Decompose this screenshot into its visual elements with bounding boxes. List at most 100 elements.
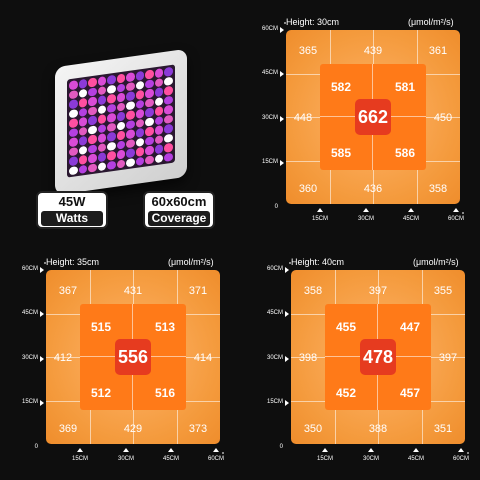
ppfd-value-inner: 586 bbox=[394, 146, 416, 160]
led-dot bbox=[154, 153, 164, 164]
led-dot bbox=[126, 91, 135, 101]
tick-marker bbox=[453, 208, 459, 212]
ppfd-value-inner: 585 bbox=[330, 146, 352, 160]
coverage-value: 60x60cm bbox=[151, 194, 207, 209]
ppfd-panel: Height: 30cm (μmol/m²/s) 60CM 45CM 30CM 15CM 0… bbox=[240, 0, 480, 240]
tick-marker bbox=[285, 311, 289, 317]
y-tick-label: 45CM bbox=[261, 70, 278, 76]
ppfd-value-outer: 431 bbox=[123, 285, 143, 297]
y-tick-label: 15CM bbox=[21, 399, 38, 405]
ppfd-value-outer: 412 bbox=[53, 352, 73, 364]
y-tick-label: 60CM bbox=[261, 26, 278, 32]
corner-dot bbox=[222, 452, 224, 454]
x-tick-label: 45CM bbox=[402, 216, 419, 222]
ppfd-value-outer: 358 bbox=[303, 285, 323, 297]
ppfd-value-outer: 414 bbox=[193, 352, 213, 364]
led-dot bbox=[88, 162, 97, 173]
led-dot bbox=[116, 73, 126, 84]
led-dot bbox=[154, 134, 164, 145]
ppfd-value-outer: 429 bbox=[123, 423, 143, 435]
led-dot bbox=[97, 95, 107, 105]
led-dot bbox=[69, 89, 78, 100]
ppfd-value-inner: 513 bbox=[154, 320, 176, 334]
led-dot bbox=[97, 142, 107, 153]
led-dot bbox=[116, 139, 126, 150]
ppfd-value-outer: 355 bbox=[433, 285, 453, 297]
ppfd-value-outer: 373 bbox=[188, 423, 208, 435]
led-dot bbox=[69, 99, 78, 109]
led-dot bbox=[164, 152, 173, 162]
unit-label: (μmol/m²/s) bbox=[408, 17, 454, 27]
ppfd-value-outer: 358 bbox=[428, 183, 448, 195]
led-dot bbox=[164, 66, 173, 77]
led-dot bbox=[126, 81, 135, 92]
led-dot bbox=[107, 93, 116, 104]
x-tick-label: 60CM bbox=[452, 456, 469, 462]
ppfd-value-outer: 365 bbox=[298, 45, 318, 57]
led-dot bbox=[154, 115, 164, 126]
x-tick-label: 45CM bbox=[162, 456, 179, 462]
corner-dot bbox=[284, 22, 286, 24]
led-dot bbox=[164, 133, 173, 143]
led-dot bbox=[145, 145, 154, 156]
led-dot bbox=[107, 112, 116, 123]
led-dot bbox=[88, 86, 97, 97]
tick-marker bbox=[322, 448, 328, 452]
led-dot bbox=[135, 137, 145, 147]
led-dot bbox=[97, 133, 107, 143]
led-dot bbox=[164, 123, 173, 134]
led-dot bbox=[116, 82, 126, 93]
ppfd-value-outer: 351 bbox=[433, 423, 453, 435]
led-dot bbox=[78, 154, 88, 165]
led-dot bbox=[126, 157, 135, 168]
led-dot bbox=[78, 97, 88, 108]
led-dot bbox=[78, 126, 88, 136]
ppfd-value-inner: 515 bbox=[90, 320, 112, 334]
light-distribution-square: 358 397 355 398 397 350 388 351 455 447 452 457 478 bbox=[291, 270, 465, 444]
led-dot bbox=[154, 68, 164, 78]
ppfd-value-outer: 439 bbox=[363, 45, 383, 57]
y-tick-label: 30CM bbox=[21, 355, 38, 361]
ppfd-panel: Height: 35cm (μmol/m²/s) 60CM 45CM 30CM 15CM 0… bbox=[0, 240, 240, 480]
led-dot bbox=[126, 100, 135, 111]
tick-marker bbox=[123, 448, 129, 452]
led-dot bbox=[135, 156, 145, 166]
led-dot bbox=[116, 149, 126, 160]
wattage-value: 45W bbox=[58, 194, 86, 209]
led-dot bbox=[88, 153, 97, 164]
height-label: Height: 35cm bbox=[46, 257, 100, 267]
ppfd-value-outer: 371 bbox=[188, 285, 208, 297]
tick-marker bbox=[458, 448, 464, 452]
led-dot bbox=[164, 76, 173, 86]
led-dot bbox=[88, 134, 97, 145]
tick-marker bbox=[40, 267, 44, 273]
led-dot bbox=[154, 144, 164, 154]
ppfd-value-outer: 450 bbox=[433, 112, 453, 124]
ppfd-center-value: 556 bbox=[115, 339, 151, 375]
y-tick-label: 0 bbox=[34, 444, 38, 450]
led-dot bbox=[126, 72, 135, 82]
y-tick-label: 30CM bbox=[261, 115, 278, 121]
tick-marker bbox=[40, 400, 44, 406]
y-tick-label: 0 bbox=[274, 204, 278, 210]
led-dot bbox=[78, 164, 88, 174]
led-dot bbox=[116, 130, 126, 141]
led-dot bbox=[69, 165, 78, 176]
led-dot bbox=[135, 118, 145, 128]
led-dot bbox=[126, 119, 135, 130]
led-dot bbox=[69, 146, 78, 157]
ppfd-value-outer: 360 bbox=[298, 183, 318, 195]
wattage-label: Watts bbox=[41, 211, 103, 226]
led-dot bbox=[126, 129, 135, 139]
tick-marker bbox=[40, 311, 44, 317]
led-dot bbox=[88, 143, 97, 154]
corner-dot bbox=[289, 262, 291, 264]
ppfd-value-inner: 581 bbox=[394, 80, 416, 94]
y-tick-label: 45CM bbox=[266, 310, 283, 316]
tick-marker bbox=[280, 27, 284, 33]
led-dot bbox=[145, 107, 154, 118]
ppfd-value-outer: 448 bbox=[293, 112, 313, 124]
tick-marker bbox=[213, 448, 219, 452]
led-dot bbox=[97, 161, 107, 172]
tick-marker bbox=[368, 448, 374, 452]
